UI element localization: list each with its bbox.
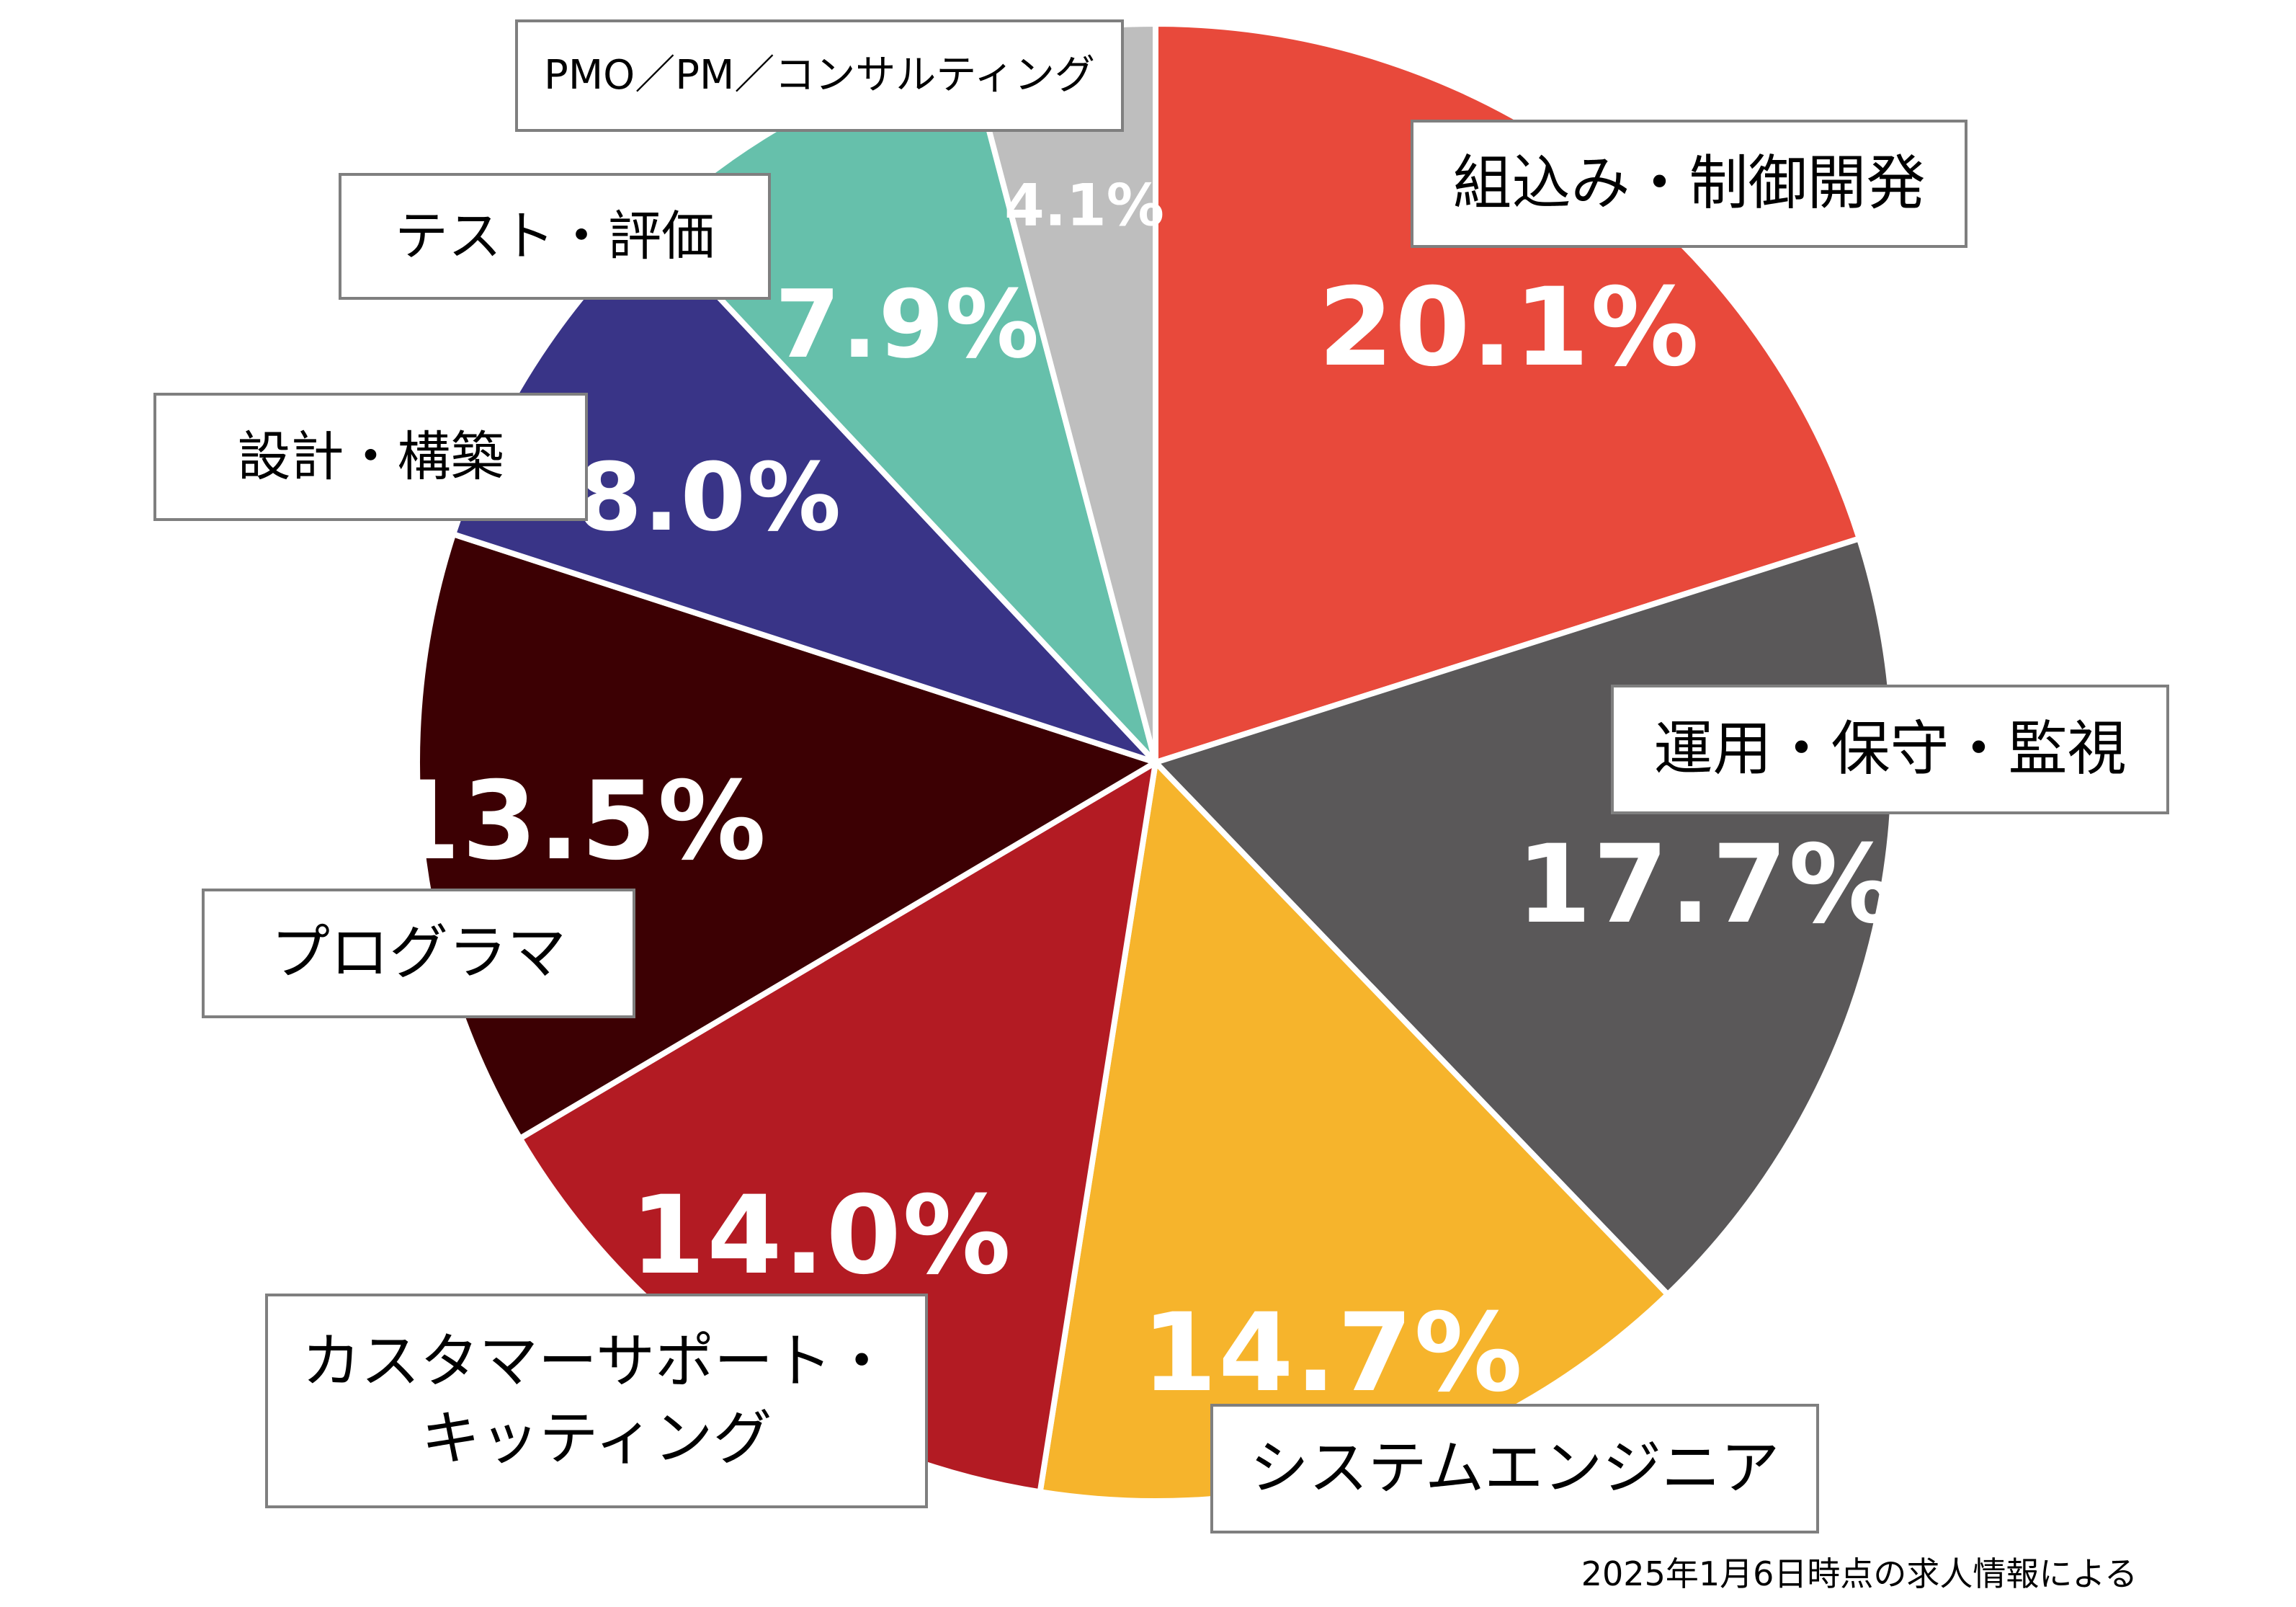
category-label-programmer: プログラマ <box>202 889 635 1018</box>
category-label-test: テスト・評価 <box>339 173 771 300</box>
pct-label-programmer: 13.5% <box>385 759 768 884</box>
category-label-customer-support: カスタマーサポート・ キッティング <box>265 1294 928 1508</box>
category-label-operations: 運用・保守・監視 <box>1611 685 2169 814</box>
pct-label-design: 8.0% <box>576 442 843 552</box>
category-label-design: 設計・構築 <box>153 393 588 521</box>
category-label-pmo: PMO／PM／コンサルティング <box>515 19 1124 132</box>
pct-label-customer-support: 14.0% <box>630 1173 1013 1299</box>
category-label-system-engineer: システムエンジニア <box>1210 1404 1819 1533</box>
pct-label-pmo: 4.1% <box>1004 172 1164 239</box>
pct-label-system-engineer: 14.7% <box>1141 1291 1524 1416</box>
category-label-embedded: 組込み・制御開発 <box>1411 120 1967 248</box>
pct-label-test: 7.9% <box>774 270 1041 379</box>
footnote: 2025年1月6日時点の求人情報による <box>1581 1554 2138 1593</box>
pct-label-operations: 17.7% <box>1516 822 1899 948</box>
pct-label-embedded: 20.1% <box>1318 265 1701 391</box>
